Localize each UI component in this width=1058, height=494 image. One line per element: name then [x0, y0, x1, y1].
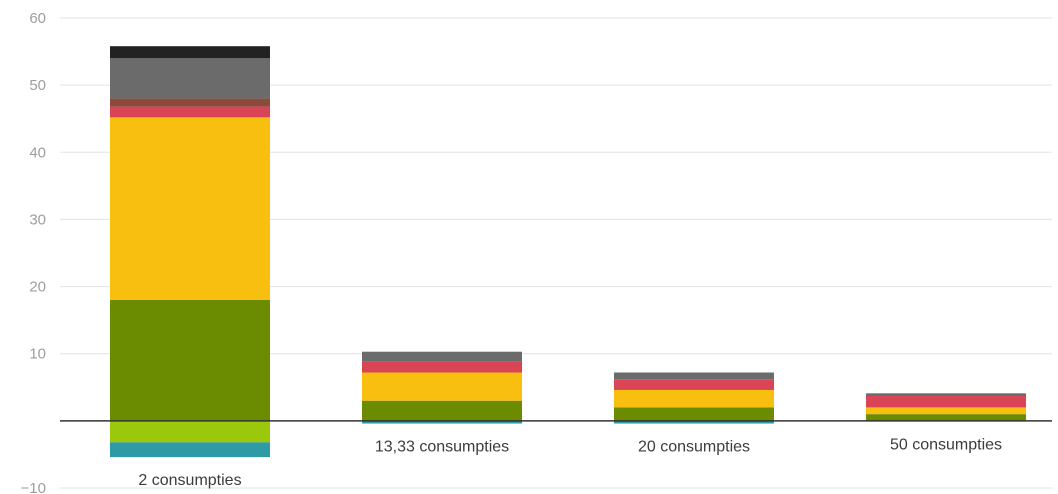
bar-segment — [866, 393, 1026, 397]
bar-segment — [110, 106, 270, 118]
y-tick-label: 30 — [29, 211, 46, 228]
bar-segment — [110, 300, 270, 421]
bar-segment — [614, 372, 774, 380]
x-category-label: 13,33 consumpties — [375, 439, 509, 456]
bar-segment — [614, 379, 774, 390]
bars — [110, 46, 1026, 458]
bar-segment — [110, 98, 270, 107]
bar-segment — [110, 58, 270, 99]
y-tick-label: 40 — [29, 144, 46, 161]
bar-segment-negative — [110, 420, 270, 443]
bar-segment — [362, 372, 522, 401]
bar-segment-negative — [614, 420, 774, 424]
bar-segment — [866, 414, 1026, 421]
bar-segment — [614, 407, 774, 421]
y-tick-label: 50 — [29, 77, 46, 94]
x-category-label: 20 consumpties — [638, 439, 750, 456]
bar-segment — [614, 389, 774, 408]
y-tick-label: −10 — [21, 480, 46, 494]
bar-segment-negative — [110, 442, 270, 458]
bar-segment — [362, 351, 522, 362]
y-axis-ticks: −10 10 20 30 40 50 60 — [21, 10, 46, 494]
x-category-label: 2 consumpties — [138, 472, 241, 489]
category-labels: 2 consumpties 13,33 consumpties 20 consump… — [138, 437, 1002, 490]
bar-segment — [362, 400, 522, 421]
y-tick-label: 10 — [29, 346, 46, 363]
x-category-label: 50 consumpties — [890, 437, 1002, 454]
bar-segment — [866, 407, 1026, 415]
bar-segment — [110, 117, 270, 300]
bar-segment-negative — [362, 420, 522, 424]
bar-segment — [362, 361, 522, 373]
y-tick-label: 20 — [29, 279, 46, 296]
bar-segment — [110, 46, 270, 59]
bar-segment — [866, 396, 1026, 408]
y-tick-label: 60 — [29, 10, 46, 27]
